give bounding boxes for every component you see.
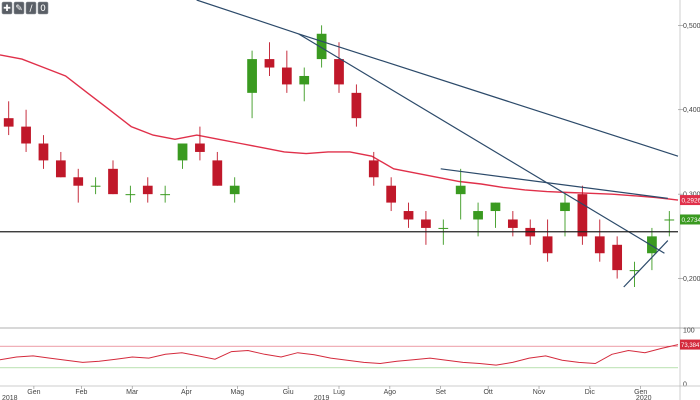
candle-down bbox=[264, 59, 275, 68]
candle-up bbox=[160, 194, 171, 196]
ma-value-tag: 0,2926 bbox=[682, 198, 700, 205]
candle-down bbox=[507, 219, 518, 228]
candle-up bbox=[299, 75, 310, 85]
candle-down bbox=[212, 160, 223, 186]
month-label: Gen bbox=[27, 389, 40, 396]
candle-down bbox=[108, 168, 118, 195]
indicator-tick-label: 0 bbox=[683, 382, 687, 389]
indicator-panel: 10070073,3847 bbox=[0, 328, 700, 389]
candle-down bbox=[281, 67, 292, 85]
candle-up bbox=[438, 227, 449, 229]
pencil-icon[interactable]: ✎ bbox=[15, 4, 23, 14]
zero-button[interactable]: 0 bbox=[37, 1, 49, 15]
pencil-icon-frame[interactable] bbox=[13, 1, 25, 15]
year-label: 2020 bbox=[636, 395, 652, 400]
month-label: Ago bbox=[384, 389, 397, 396]
month-label: Set bbox=[435, 389, 446, 396]
candle-down bbox=[142, 185, 153, 195]
indicator-value-tag: 73,3847 bbox=[681, 343, 700, 349]
indicator-line bbox=[0, 344, 679, 366]
trendline bbox=[623, 240, 669, 288]
candle-down bbox=[612, 244, 623, 271]
zero-icon[interactable]: 0 bbox=[40, 4, 46, 14]
candle-up bbox=[664, 219, 675, 221]
candle-down bbox=[542, 236, 553, 254]
candle-up bbox=[647, 236, 657, 254]
trendline bbox=[298, 33, 665, 254]
month-label: Giu bbox=[283, 389, 294, 396]
candle-down bbox=[38, 143, 49, 161]
candle-up bbox=[473, 211, 483, 220]
month-label: Mag bbox=[230, 389, 244, 396]
candle-up bbox=[316, 33, 327, 60]
x-axis: Gen Feb Mar Apr Mag Giu Lug Ago Set Ott Nov Dic Gen2… bbox=[0, 385, 700, 400]
candle-down bbox=[21, 126, 31, 144]
month-label: Apr bbox=[181, 389, 193, 396]
month-label: Dic bbox=[585, 389, 596, 396]
pan-button[interactable]: ✚ bbox=[1, 1, 13, 15]
pencil-button[interactable]: ✎ bbox=[13, 1, 25, 15]
candle-up bbox=[455, 185, 466, 195]
candle-down bbox=[421, 219, 431, 228]
candles-layer bbox=[3, 25, 675, 288]
year-label: 2018 bbox=[2, 395, 18, 400]
fibonacci-icon-frame[interactable] bbox=[25, 1, 37, 15]
fibonacci-icon[interactable]: ∕ bbox=[29, 4, 33, 14]
ma-value-tag-box bbox=[680, 195, 700, 206]
month-label: Lug bbox=[333, 389, 345, 396]
month-label: Ott bbox=[483, 389, 492, 396]
candle-down bbox=[351, 92, 362, 119]
candle-up bbox=[125, 194, 136, 196]
candle-down bbox=[368, 160, 379, 178]
candle-down bbox=[577, 194, 588, 237]
month-label: Gen bbox=[634, 389, 647, 396]
indicator-value-box bbox=[680, 339, 700, 350]
price-tags: 0,2926 0,2734 bbox=[680, 195, 700, 225]
moving-average-line bbox=[0, 54, 679, 201]
current-price-tag: 0,2734 bbox=[682, 217, 700, 224]
candle-down bbox=[594, 236, 605, 254]
trendline bbox=[440, 168, 668, 199]
month-label: Mar bbox=[126, 389, 139, 396]
chart-toolbar: ✚ ✎ ∕ 0 bbox=[1, 1, 49, 15]
pan-icon[interactable]: ✚ bbox=[3, 4, 11, 14]
indicator-tick-label: 100 bbox=[683, 328, 695, 335]
year-label: 2019 bbox=[314, 395, 330, 400]
zero-icon-frame[interactable] bbox=[37, 1, 49, 15]
candle-up bbox=[560, 202, 570, 212]
candle-down bbox=[403, 211, 414, 220]
moving-average-layer bbox=[0, 54, 679, 201]
candle-down bbox=[386, 185, 397, 203]
candle-down bbox=[334, 59, 344, 85]
candle-up bbox=[629, 270, 640, 272]
candle-up bbox=[90, 185, 101, 187]
pan-icon-frame[interactable] bbox=[1, 1, 13, 15]
candle-up bbox=[490, 202, 501, 212]
candle-up bbox=[177, 143, 188, 161]
trendline bbox=[196, 0, 299, 35]
candle-down bbox=[195, 143, 205, 152]
trendline bbox=[298, 33, 679, 157]
candle-down bbox=[55, 160, 66, 178]
current-price-tag-box bbox=[680, 214, 700, 225]
trendlines-layer bbox=[196, 0, 679, 288]
candle-down bbox=[3, 118, 14, 127]
candle-up bbox=[229, 185, 240, 195]
month-label: Nov bbox=[533, 389, 546, 396]
candle-down bbox=[73, 177, 84, 186]
candle-up bbox=[247, 59, 257, 93]
month-label: Feb bbox=[75, 389, 87, 396]
fibonacci-button[interactable]: ∕ bbox=[25, 1, 37, 15]
